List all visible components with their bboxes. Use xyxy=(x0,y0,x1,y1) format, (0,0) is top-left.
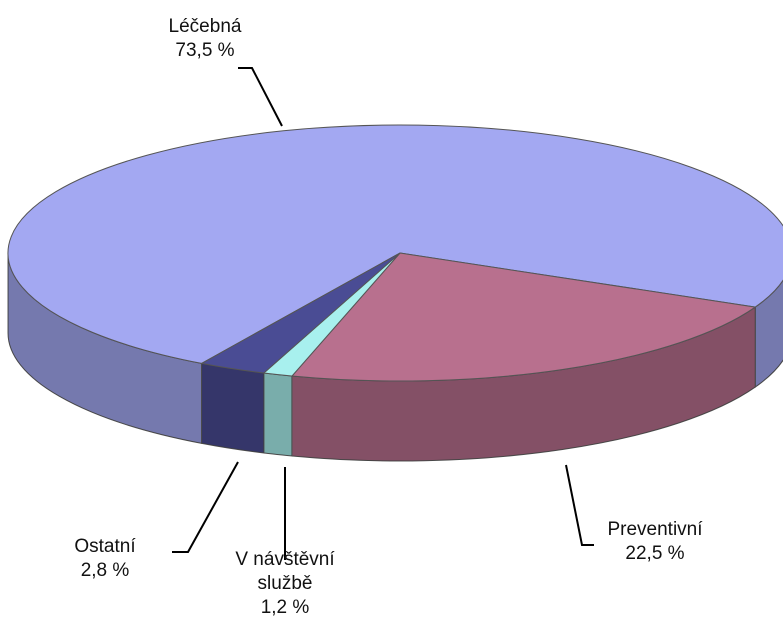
leader-line xyxy=(172,461,239,553)
slice-name: Léčebná xyxy=(168,16,242,37)
leader-line xyxy=(565,464,594,546)
pie-side xyxy=(201,362,265,454)
slice-value: 73,5 % xyxy=(175,40,235,61)
leader-lines xyxy=(172,67,594,560)
slice-label: Ostatní 2,8 % xyxy=(40,535,170,583)
slice-label: Preventivní 22,5 % xyxy=(560,518,750,566)
slice-value: 22,5 % xyxy=(625,543,685,564)
slice-value: 1,2 % xyxy=(260,597,310,618)
pie-slice xyxy=(290,252,757,382)
slice-value: 2,8 % xyxy=(80,560,130,581)
slice-label: Léčebná 73,5 % xyxy=(110,15,300,63)
slice-name: Preventivní xyxy=(607,519,703,540)
slice-name: V návštěvní službě xyxy=(235,549,335,594)
slice-name: Ostatní xyxy=(74,536,136,557)
pie-slice xyxy=(7,124,783,364)
pie-tops xyxy=(7,124,783,382)
leader-line xyxy=(238,67,283,127)
pie-slice xyxy=(200,252,401,374)
pie-side xyxy=(263,372,293,457)
slice-label: V návštěvní službě 1,2 % xyxy=(220,548,350,620)
